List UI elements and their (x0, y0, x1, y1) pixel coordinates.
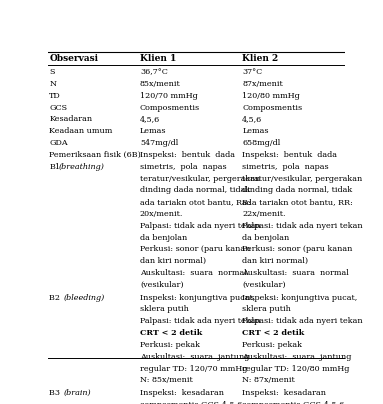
Text: Palpasi: tidak ada nyeri tekan: Palpasi: tidak ada nyeri tekan (242, 222, 363, 230)
Text: da benjolan: da benjolan (140, 234, 187, 242)
Text: 22x/menit.: 22x/menit. (242, 210, 286, 218)
Text: Auskultasi:  suara  normal: Auskultasi: suara normal (242, 269, 349, 277)
Text: 547mg/dl: 547mg/dl (140, 139, 178, 147)
Text: simetris,  pola  napas: simetris, pola napas (140, 163, 226, 171)
Text: Palpasi: tidak ada nyeri tekan: Palpasi: tidak ada nyeri tekan (140, 222, 260, 230)
Text: Lemas: Lemas (140, 127, 166, 135)
Text: 36,7°C: 36,7°C (140, 68, 168, 76)
Text: Perkusi: sonor (paru kanan: Perkusi: sonor (paru kanan (242, 246, 353, 253)
Text: 4,5,6: 4,5,6 (242, 116, 262, 123)
Text: 20x/menit.: 20x/menit. (140, 210, 183, 218)
Text: Inspeksi:  kesadaran: Inspeksi: kesadaran (140, 389, 224, 397)
Text: Inspeksi:  bentuk  dada: Inspeksi: bentuk dada (242, 151, 337, 159)
Text: B2: B2 (49, 294, 63, 302)
Text: N: 85x/menit: N: 85x/menit (140, 377, 193, 384)
Text: Perkusi: sonor (paru kanan: Perkusi: sonor (paru kanan (140, 246, 250, 253)
Text: GDA: GDA (49, 139, 68, 147)
Text: composmentis,GCS 4-5-6: composmentis,GCS 4-5-6 (140, 401, 242, 404)
Text: CRT < 2 detik: CRT < 2 detik (140, 329, 202, 337)
Text: da benjolan: da benjolan (242, 234, 290, 242)
Text: Palpasi: tidak ada nyeri tekan: Palpasi: tidak ada nyeri tekan (242, 317, 363, 325)
Text: simetris,  pola  napas: simetris, pola napas (242, 163, 329, 171)
Text: 120/80 mmHg: 120/80 mmHg (242, 92, 300, 100)
Text: Auskultasi:  suara  jantung: Auskultasi: suara jantung (242, 353, 352, 361)
Text: Composmentis: Composmentis (242, 103, 303, 112)
Text: 658mg/dl: 658mg/dl (242, 139, 280, 147)
Text: dan kiri normal): dan kiri normal) (242, 257, 308, 265)
Text: (brain): (brain) (64, 389, 92, 397)
Text: Kesadaran: Kesadaran (49, 116, 92, 123)
Text: (vesikular): (vesikular) (140, 281, 183, 289)
Text: sklera putih: sklera putih (140, 305, 189, 314)
Text: 4,5,6: 4,5,6 (140, 116, 160, 123)
Text: GCS: GCS (49, 103, 67, 112)
Text: ada tariakn otot bantu, RR:: ada tariakn otot bantu, RR: (140, 198, 251, 206)
Text: dinding dada normal, tidak: dinding dada normal, tidak (242, 186, 352, 194)
Text: CRT < 2 detik: CRT < 2 detik (242, 329, 304, 337)
Text: Auskultasi:  suara  jantung: Auskultasi: suara jantung (140, 353, 249, 361)
Text: Composmentis: Composmentis (140, 103, 200, 112)
Text: Inspeksi: konjungtiva pucat,: Inspeksi: konjungtiva pucat, (140, 294, 255, 302)
Text: Perkusi: pekak: Perkusi: pekak (242, 341, 302, 349)
Text: N: N (49, 80, 56, 88)
Text: sklera putih: sklera putih (242, 305, 291, 314)
Text: teratur/vesikular, pergerakan: teratur/vesikular, pergerakan (242, 175, 363, 183)
Text: Auskultasi:  suara  normal: Auskultasi: suara normal (140, 269, 247, 277)
Text: 85x/menit: 85x/menit (140, 80, 181, 88)
Text: B3: B3 (49, 389, 63, 397)
Text: Klien 2: Klien 2 (242, 54, 278, 63)
Text: Palpasi: tidak ada nyeri tekan: Palpasi: tidak ada nyeri tekan (140, 317, 260, 325)
Text: teratur/vesikular, pergerakan: teratur/vesikular, pergerakan (140, 175, 260, 183)
Text: dan kiri normal): dan kiri normal) (140, 257, 206, 265)
Text: 87x/menit: 87x/menit (242, 80, 283, 88)
Text: (bleeding): (bleeding) (64, 294, 105, 302)
Text: regular TD: 120/80 mmHg: regular TD: 120/80 mmHg (242, 364, 350, 372)
Text: N: 87x/menit: N: 87x/menit (242, 377, 295, 384)
Text: (vesikular): (vesikular) (242, 281, 286, 289)
Text: Klien 1: Klien 1 (140, 54, 176, 63)
Text: (breathing): (breathing) (59, 163, 105, 171)
Text: regular TD: 120/70 mmHg: regular TD: 120/70 mmHg (140, 364, 247, 372)
Text: Inspeksi:  kesadaran: Inspeksi: kesadaran (242, 389, 326, 397)
Text: S: S (49, 68, 55, 76)
Text: Lemas: Lemas (242, 127, 269, 135)
Text: Keadaan umum: Keadaan umum (49, 127, 113, 135)
Text: Inspeksi:  bentuk  dada: Inspeksi: bentuk dada (140, 151, 235, 159)
Text: Pemeriksaan fisik (6B): Pemeriksaan fisik (6B) (49, 151, 141, 159)
Text: Perkusi: pekak: Perkusi: pekak (140, 341, 200, 349)
Text: composmentis,GCS 4-5-6: composmentis,GCS 4-5-6 (242, 401, 345, 404)
Text: dinding dada normal, tidak: dinding dada normal, tidak (140, 186, 250, 194)
Text: ada tariakn otot bantu, RR:: ada tariakn otot bantu, RR: (242, 198, 353, 206)
Text: Observasi: Observasi (49, 54, 98, 63)
Text: 37°C: 37°C (242, 68, 262, 76)
Text: TD: TD (49, 92, 61, 100)
Text: B1: B1 (49, 163, 61, 171)
Text: Inspeksi: konjungtiva pucat,: Inspeksi: konjungtiva pucat, (242, 294, 358, 302)
Text: 120/70 mmHg: 120/70 mmHg (140, 92, 198, 100)
